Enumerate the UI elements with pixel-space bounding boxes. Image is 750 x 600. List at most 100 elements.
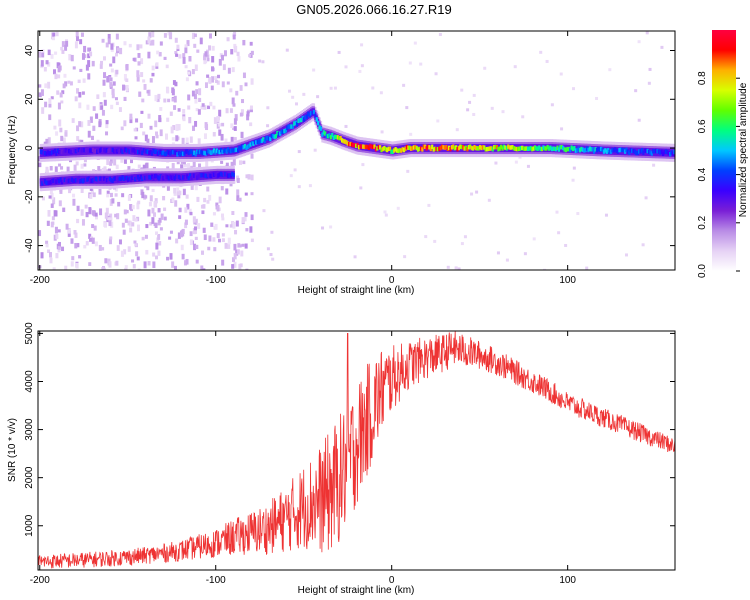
ridge-core bbox=[366, 144, 369, 150]
ridge-core bbox=[304, 115, 307, 120]
ridge-core bbox=[616, 149, 620, 154]
ridge-core bbox=[371, 144, 375, 150]
ridge-core bbox=[111, 147, 114, 153]
ridge-core bbox=[622, 147, 625, 153]
noise-speck bbox=[137, 268, 141, 270]
ridge-core bbox=[221, 172, 224, 177]
noise-speck bbox=[148, 202, 152, 207]
noise-speck bbox=[123, 96, 127, 101]
ridge-core bbox=[41, 181, 44, 186]
ridge-core bbox=[288, 124, 292, 130]
ridge-core bbox=[588, 146, 591, 151]
noise-speck bbox=[221, 238, 225, 243]
ridge-core bbox=[65, 178, 68, 183]
noise-speck bbox=[249, 226, 253, 233]
ridge-core bbox=[553, 146, 556, 152]
noise-speck bbox=[104, 258, 108, 264]
ridge-core bbox=[409, 146, 413, 151]
ridge-core bbox=[66, 150, 69, 155]
ridge-core bbox=[229, 148, 233, 154]
ridge-core bbox=[131, 175, 134, 181]
colorbar-tick-label: 0.2 bbox=[697, 215, 708, 229]
ridge-core bbox=[623, 149, 627, 154]
ridge-core bbox=[348, 141, 351, 147]
noise-speck bbox=[184, 219, 188, 225]
noise-speck bbox=[40, 252, 44, 259]
ridge-core bbox=[169, 174, 172, 180]
ridge-core bbox=[91, 178, 95, 183]
noise-speck bbox=[174, 37, 178, 43]
noise-speck bbox=[171, 162, 175, 169]
noise-speck bbox=[291, 95, 295, 99]
noise-speck bbox=[185, 258, 189, 265]
ridge-core bbox=[176, 152, 179, 157]
noise-speck bbox=[154, 200, 158, 208]
noise-speck bbox=[111, 198, 115, 204]
noise-speck bbox=[232, 34, 236, 40]
ridge-core bbox=[248, 143, 251, 149]
noise-speck bbox=[194, 236, 198, 240]
noise-speck bbox=[115, 164, 119, 170]
ridge-core bbox=[646, 148, 649, 154]
ridge-core bbox=[290, 124, 293, 129]
ridge-core bbox=[339, 136, 342, 141]
noise-speck bbox=[624, 253, 628, 257]
ridge-core bbox=[356, 142, 359, 148]
ridge-core bbox=[266, 135, 269, 141]
ridge-core bbox=[486, 147, 489, 152]
ridge-core bbox=[400, 148, 403, 153]
ridge-core bbox=[615, 148, 618, 154]
noise-speck bbox=[45, 60, 49, 65]
spectrogram-axes: -200 -100 0 100 40 20 0 -20 -40 bbox=[24, 31, 675, 286]
noise-speck bbox=[266, 124, 270, 128]
noise-speck bbox=[115, 33, 119, 40]
noise-speck bbox=[103, 166, 107, 171]
noise-speck bbox=[210, 85, 214, 91]
noise-speck bbox=[151, 188, 155, 193]
ridge-core bbox=[435, 146, 438, 152]
noise-speck bbox=[637, 118, 641, 122]
ridge-core bbox=[152, 148, 155, 154]
noise-speck bbox=[513, 65, 517, 69]
noise-speck bbox=[505, 258, 509, 262]
noise-speck bbox=[89, 116, 93, 123]
ridge-core bbox=[312, 109, 316, 115]
ridge-core bbox=[108, 176, 111, 182]
noise-speck bbox=[245, 228, 249, 232]
ridge-core bbox=[80, 178, 83, 183]
noise-speck bbox=[115, 260, 119, 266]
noise-speck bbox=[434, 72, 438, 76]
ridge-core bbox=[135, 149, 138, 154]
noise-speck bbox=[236, 249, 240, 255]
noise-speck bbox=[212, 105, 216, 110]
noise-speck bbox=[137, 52, 141, 58]
noise-speck bbox=[146, 184, 150, 191]
noise-speck bbox=[383, 210, 387, 214]
noise-speck bbox=[217, 74, 221, 79]
ridge-core bbox=[407, 145, 410, 150]
noise-speck bbox=[187, 71, 191, 75]
ridge-core bbox=[118, 148, 121, 154]
noise-speck bbox=[297, 150, 301, 154]
ridge-core bbox=[245, 145, 248, 150]
noise-speck bbox=[67, 80, 71, 84]
noise-speck bbox=[56, 90, 60, 95]
noise-speck bbox=[194, 120, 198, 127]
noise-speck bbox=[258, 59, 262, 63]
noise-speck bbox=[195, 259, 199, 264]
ridge-core bbox=[110, 148, 113, 153]
noise-speck bbox=[145, 249, 149, 255]
ridge-core bbox=[150, 151, 154, 156]
noise-speck bbox=[80, 121, 84, 128]
noise-speck bbox=[120, 250, 124, 257]
noise-speck bbox=[308, 184, 312, 188]
noise-speck bbox=[78, 91, 82, 98]
noise-speck bbox=[87, 130, 91, 138]
ridge-core bbox=[69, 179, 72, 184]
noise-speck bbox=[550, 103, 554, 107]
ridge-core bbox=[450, 145, 454, 150]
ridge-core bbox=[94, 148, 97, 154]
ridge-core bbox=[98, 148, 102, 153]
ridge-core bbox=[471, 146, 475, 151]
